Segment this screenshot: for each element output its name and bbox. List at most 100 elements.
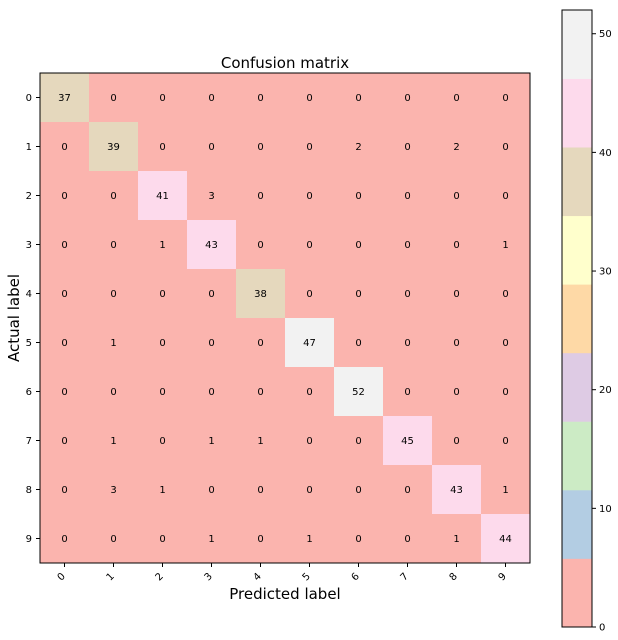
- cell-value-label: 0: [404, 534, 410, 545]
- cell-value-label: 0: [453, 289, 459, 300]
- cell-value-label: 43: [450, 485, 463, 496]
- heatmap-cell: [383, 367, 433, 417]
- cell-value-label: 1: [306, 534, 312, 545]
- cell-value-label: 0: [502, 436, 508, 447]
- colorbar-tick-label: 40: [599, 148, 612, 159]
- cell-value-label: 0: [355, 338, 361, 349]
- heatmap-cell: [138, 416, 188, 466]
- heatmap-cell: [432, 220, 482, 270]
- cell-value-label: 0: [257, 534, 263, 545]
- colorbar-segment: [562, 489, 592, 559]
- cell-value-label: 0: [61, 338, 67, 349]
- heatmap-cell: [138, 269, 188, 319]
- x-tick-label: 3: [203, 571, 215, 583]
- cell-value-label: 0: [453, 387, 459, 398]
- heatmap-cell: [383, 171, 433, 221]
- cell-value-label: 0: [159, 93, 165, 104]
- cell-value-label: 0: [404, 289, 410, 300]
- cell-value-label: 0: [208, 289, 214, 300]
- cell-value-label: 2: [355, 142, 361, 153]
- y-tick-label: 8: [26, 485, 32, 496]
- cell-value-label: 37: [58, 93, 71, 104]
- heatmap-cell: [236, 122, 286, 172]
- cell-value-label: 1: [453, 534, 459, 545]
- cell-value-label: 38: [254, 289, 267, 300]
- heatmap-cell: [383, 416, 433, 466]
- cell-value-label: 0: [61, 485, 67, 496]
- cell-value-label: 0: [61, 142, 67, 153]
- heatmap-cell: [481, 465, 531, 515]
- heatmap-cell: [334, 416, 384, 466]
- cell-value-label: 0: [159, 142, 165, 153]
- heatmap-cell: [432, 171, 482, 221]
- colorbar-segment: [562, 558, 592, 628]
- heatmap-cell: [40, 122, 90, 172]
- cell-value-label: 1: [159, 240, 165, 251]
- colorbar-ticks: 0 10 20 30 40 50: [592, 29, 612, 634]
- colorbar-segment: [562, 10, 592, 79]
- cell-value-label: 0: [110, 93, 116, 104]
- cell-value-label: 0: [404, 387, 410, 398]
- cell-value-label: 0: [208, 338, 214, 349]
- x-tick-label: 9: [497, 571, 509, 583]
- cell-value-label: 0: [355, 534, 361, 545]
- y-axis-label: Actual label: [5, 274, 23, 362]
- x-tick-label: 4: [252, 571, 264, 583]
- cell-value-label: 0: [502, 93, 508, 104]
- cell-value-label: 0: [159, 534, 165, 545]
- cell-value-label: 0: [404, 485, 410, 496]
- cell-value-label: 0: [404, 240, 410, 251]
- cell-value-label: 0: [110, 240, 116, 251]
- cell-value-label: 0: [110, 191, 116, 202]
- heatmap-cell: [236, 367, 286, 417]
- heatmap-cell: [432, 73, 482, 123]
- cell-value-label: 0: [208, 142, 214, 153]
- heatmap-cell: [89, 514, 139, 564]
- x-axis-ticks: 0 1 2 3 4 5 6 7 8 9: [56, 563, 509, 583]
- x-axis-label: Predicted label: [229, 585, 340, 603]
- cell-value-label: 47: [303, 338, 316, 349]
- heatmap-cell: [89, 220, 139, 270]
- cell-value-label: 0: [306, 289, 312, 300]
- x-tick-label: 7: [399, 571, 411, 583]
- y-tick-label: 1: [26, 142, 32, 153]
- heatmap-cell: [334, 220, 384, 270]
- heatmap-cell: [285, 73, 335, 123]
- cell-value-label: 3: [110, 485, 116, 496]
- heatmap-cell: [481, 220, 531, 270]
- heatmap-cell: [334, 465, 384, 515]
- cell-value-label: 3: [208, 191, 214, 202]
- cell-value-label: 0: [306, 485, 312, 496]
- colorbar-segment: [562, 147, 592, 217]
- cell-value-label: 52: [352, 387, 365, 398]
- cell-value-label: 0: [502, 387, 508, 398]
- heatmap-cell: [89, 122, 139, 172]
- heatmap-cell: [40, 367, 90, 417]
- heatmap-cell: [89, 465, 139, 515]
- cell-value-label: 0: [306, 191, 312, 202]
- colorbar-tick-label: 50: [599, 29, 612, 40]
- cell-value-label: 1: [502, 240, 508, 251]
- y-tick-label: 2: [26, 191, 32, 202]
- heatmap-cell: [481, 269, 531, 319]
- cell-value-label: 0: [502, 142, 508, 153]
- cell-value-label: 0: [453, 436, 459, 447]
- heatmap-cell: [236, 269, 286, 319]
- heatmap-cell: [383, 514, 433, 564]
- y-tick-label: 3: [26, 240, 32, 251]
- heatmap-cell: [89, 73, 139, 123]
- cell-value-label: 0: [110, 289, 116, 300]
- heatmap-cell: [236, 220, 286, 270]
- cell-value-label: 0: [61, 534, 67, 545]
- heatmap-cell: [285, 122, 335, 172]
- colorbar-segment: [562, 352, 592, 422]
- heatmap-cell: [481, 514, 531, 564]
- heatmap-cell: [285, 171, 335, 221]
- cell-value-label: 43: [205, 240, 218, 251]
- heatmap-cell: [432, 416, 482, 466]
- heatmap-cell: [236, 171, 286, 221]
- cell-value-label: 0: [502, 338, 508, 349]
- heatmap-cell: [40, 73, 90, 123]
- heatmap-cell: [40, 171, 90, 221]
